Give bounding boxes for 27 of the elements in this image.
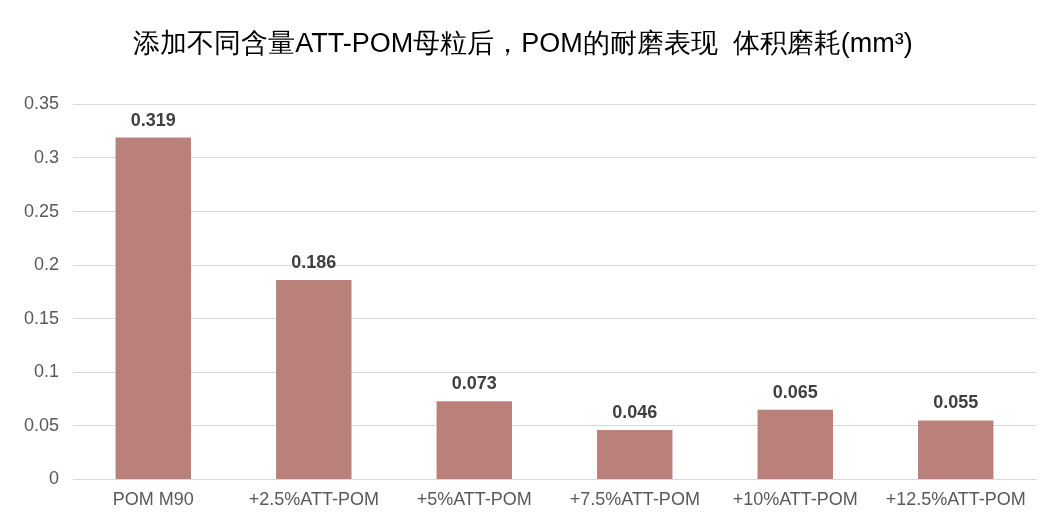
bar xyxy=(597,430,673,479)
data-label: 0.065 xyxy=(772,381,818,402)
bar xyxy=(918,420,994,479)
bar xyxy=(436,401,512,479)
data-label: 0.186 xyxy=(291,252,337,273)
x-tick-label: +5%ATT-POM xyxy=(416,489,532,510)
y-tick-label: 0.25 xyxy=(23,200,60,221)
x-tick-label: +12.5%ATT-POM xyxy=(885,489,1026,510)
data-label: 0.319 xyxy=(130,109,176,130)
x-tick-label: +7.5%ATT-POM xyxy=(569,489,700,510)
y-tick-label: 0.1 xyxy=(34,361,60,382)
y-tick-label: 0.15 xyxy=(23,307,60,328)
x-tick-label: +2.5%ATT-POM xyxy=(248,489,379,510)
y-tick-label: 0.05 xyxy=(23,414,60,435)
y-tick-label: 0 xyxy=(49,468,60,489)
bar xyxy=(115,137,191,479)
y-tick-label: 0.35 xyxy=(23,93,60,114)
x-tick-label: POM M90 xyxy=(112,489,194,510)
x-tick-label: +10%ATT-POM xyxy=(732,489,858,510)
data-label: 0.073 xyxy=(451,373,497,394)
chart-title: 添加不同含量ATT-POM母粒后，POM的耐磨表现 体积磨耗(mm³) xyxy=(133,27,913,58)
data-label: 0.046 xyxy=(612,402,658,423)
data-label: 0.055 xyxy=(933,392,979,413)
bar xyxy=(757,409,833,479)
y-tick-label: 0.2 xyxy=(34,254,60,275)
y-tick-label: 0.3 xyxy=(34,146,60,167)
bar xyxy=(276,280,352,479)
